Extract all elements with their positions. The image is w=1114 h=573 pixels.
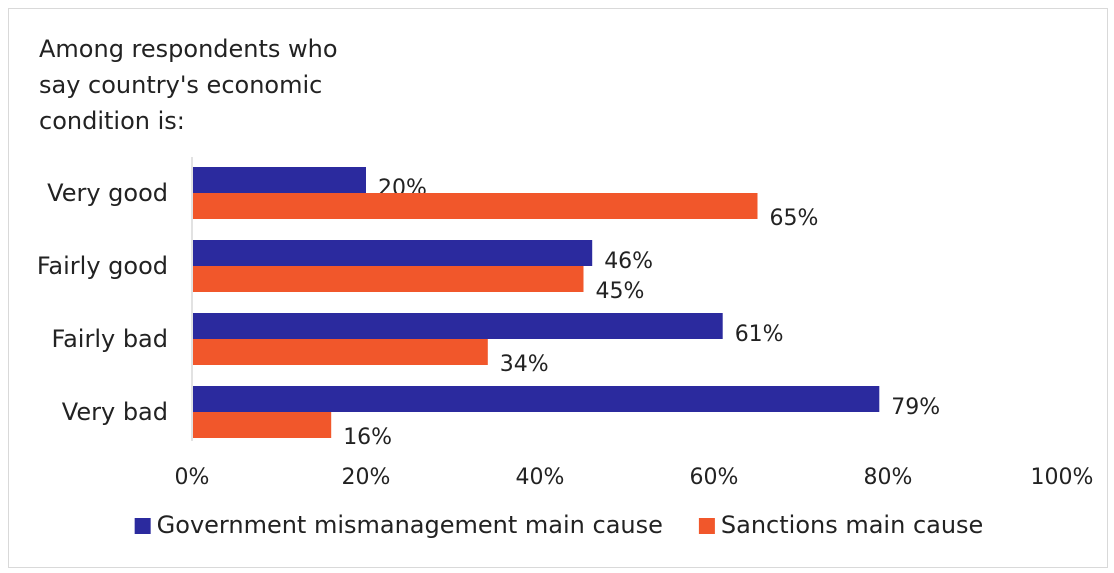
bar [193, 193, 758, 219]
data-label: 16% [343, 425, 392, 450]
bar [193, 412, 332, 438]
data-label: 34% [500, 352, 549, 377]
category-label: Very good [47, 179, 168, 207]
x-tick-label: 80% [864, 465, 913, 490]
data-label: 79% [891, 395, 940, 420]
legend-swatch [134, 518, 151, 534]
bar [193, 266, 584, 292]
category-label: Fairly bad [51, 325, 168, 353]
bar [193, 167, 366, 193]
x-tick-label: 40% [516, 465, 565, 490]
category-label: Fairly good [37, 252, 168, 280]
subtitle-line: Among respondents who [39, 35, 338, 63]
legend-label: Sanctions main cause [721, 511, 983, 539]
bar [193, 339, 488, 365]
data-label: 61% [735, 322, 784, 347]
legend-item: Sanctions main cause [698, 511, 983, 539]
plot-area: Very good 20% 65% Fairly good 46% 45% Fairly b… [37, 157, 1094, 490]
chart-subtitle: Among respondents who say country's econ… [39, 35, 338, 135]
x-tick-label: 60% [690, 465, 739, 490]
x-tick-label: 100% [1031, 465, 1094, 490]
data-label: 46% [604, 249, 653, 274]
subtitle-line: say country's economic [39, 71, 322, 99]
bar [193, 386, 880, 412]
chart-frame: Among respondents who say country's econ… [8, 8, 1108, 568]
bar [193, 240, 593, 266]
data-label: 65% [770, 206, 819, 231]
legend-label: Government mismanagement main cause [157, 511, 663, 539]
bar-chart: Among respondents who say country's econ… [37, 35, 1094, 539]
bar [193, 313, 723, 339]
subtitle-line: condition is: [39, 107, 185, 135]
data-label: 45% [596, 279, 645, 304]
x-tick-label: 20% [342, 465, 391, 490]
x-tick-label: 0% [175, 465, 210, 490]
legend: Government mismanagement main cause Sanct… [134, 511, 983, 539]
legend-swatch [698, 518, 715, 534]
category-label: Very bad [62, 398, 168, 426]
legend-item: Government mismanagement main cause [134, 511, 663, 539]
